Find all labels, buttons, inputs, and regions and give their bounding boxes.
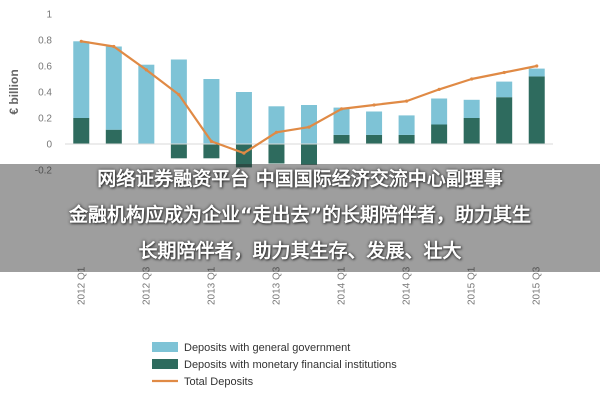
total-deposits-point: [209, 139, 213, 143]
bar-general-government: [431, 98, 448, 125]
y-tick-label: 1: [46, 10, 52, 21]
bar-general-government: [203, 79, 220, 144]
total-deposits-point: [79, 39, 83, 43]
x-tick-label: 2014 Q1: [337, 266, 348, 305]
y-tick-label: -0.2: [35, 166, 53, 177]
bar-general-government: [235, 92, 252, 144]
x-tick-label: 2015 Q3: [532, 266, 543, 305]
total-deposits-point: [437, 87, 441, 91]
bar-monetary-institutions: [333, 134, 350, 144]
bar-monetary-institutions: [528, 76, 545, 144]
total-deposits-point: [372, 103, 376, 107]
bar-general-government: [463, 99, 480, 118]
bar-general-government: [73, 41, 90, 118]
legend-label: Deposits with general government: [184, 342, 350, 354]
legend-swatch: [152, 342, 178, 352]
bar-monetary-institutions: [73, 118, 90, 144]
bar-general-government: [333, 107, 350, 135]
y-tick-label: 0.6: [38, 62, 52, 73]
y-axis-label: € billion: [7, 69, 21, 114]
total-deposits-point: [470, 77, 474, 81]
bar-general-government: [105, 46, 122, 130]
x-axis: 2012 Q1 2012 Q3 2013 Q1 2013 Q3 2014 Q1 2014 …: [76, 266, 542, 305]
total-deposits-point: [535, 64, 539, 68]
total-deposits-point: [242, 151, 246, 155]
total-deposits-point: [274, 130, 279, 134]
bar-monetary-institutions: [203, 144, 220, 159]
total-deposits-point: [405, 99, 409, 103]
legend-swatch: [152, 359, 178, 369]
x-tick-label: 2012 Q1: [76, 266, 87, 305]
legend-label: Deposits with monetary financial institu…: [184, 359, 397, 371]
bar-general-government: [496, 81, 513, 98]
x-tick-label: 2015 Q1: [467, 266, 478, 305]
bar-monetary-institutions: [301, 144, 317, 165]
y-tick-label: 0: [46, 140, 52, 151]
total-deposits-point: [112, 44, 116, 49]
caption-overlay-band: [0, 164, 600, 272]
bar-monetary-institutions: [398, 134, 415, 144]
overlay-caption-line-2: 金融机构应成为企业“走出去”的长期陪伴者，助力其生: [69, 204, 531, 226]
total-deposits-point: [144, 68, 148, 72]
total-deposits-point: [502, 70, 506, 75]
overlay-caption-line-3: 长期陪伴者，助力其生存、发展、壮大: [138, 240, 462, 262]
total-deposits-point: [307, 125, 311, 129]
overlay-caption-line-1: 网络证券融资平台 中国国际经济交流中心副理事: [97, 168, 503, 190]
bar-general-government: [268, 106, 285, 144]
bar-monetary-institutions: [268, 144, 285, 164]
x-tick-label: 2013 Q1: [206, 266, 217, 305]
bars-layer: [65, 41, 553, 168]
bar-monetary-institutions: [105, 129, 122, 144]
bar-monetary-institutions: [463, 118, 480, 144]
bar-general-government: [170, 59, 187, 144]
bar-monetary-institutions: [431, 124, 448, 144]
line-layer: [79, 39, 539, 155]
x-tick-label: 2012 Q3: [141, 266, 152, 305]
bar-monetary-institutions: [366, 134, 383, 144]
total-deposits-point: [177, 93, 181, 97]
bar-general-government: [366, 111, 383, 135]
x-tick-label: 2014 Q3: [402, 266, 413, 305]
bar-general-government: [528, 68, 545, 77]
bar-monetary-institutions: [496, 97, 513, 144]
legend-label: Total Deposits: [184, 376, 254, 388]
y-tick-label: 0.8: [38, 36, 52, 47]
bar-monetary-institutions: [170, 144, 187, 159]
x-tick-label: 2013 Q3: [271, 266, 282, 305]
bar-general-government: [301, 105, 317, 144]
legend: Deposits with general government Deposits…: [152, 342, 397, 388]
total-deposits-point: [339, 107, 344, 111]
bar-general-government: [138, 64, 155, 144]
bar-general-government: [398, 115, 415, 135]
y-tick-label: 0.2: [38, 114, 52, 125]
y-axis: -0.2 0 0.2 0.4 0.6 0.8 1: [35, 10, 53, 177]
y-tick-label: 0.4: [38, 88, 52, 99]
